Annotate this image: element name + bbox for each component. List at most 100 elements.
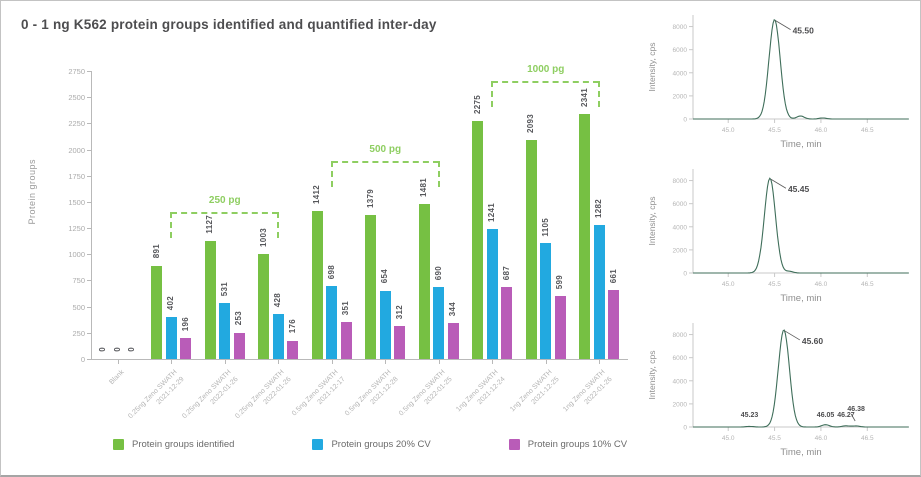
- legend-label: Protein groups 20% CV: [331, 439, 431, 450]
- y-tick: [87, 254, 91, 256]
- y-tick-label: 0: [80, 355, 85, 364]
- x-tick: [385, 360, 387, 364]
- bar-value-label: 0: [98, 347, 108, 352]
- bar-value-label: 1481: [419, 177, 429, 197]
- y-tick: [87, 71, 91, 72]
- x-tick-label: 45.5: [768, 435, 781, 442]
- y-tick-label: 8000: [673, 332, 688, 339]
- bracket-end: [330, 161, 333, 188]
- bar-value-label: 1105: [540, 217, 550, 237]
- x-tick-label: 45.0: [722, 127, 735, 134]
- y-tick-label: 6000: [673, 355, 688, 362]
- y-tick: [87, 306, 91, 308]
- bar-value-label: 698: [326, 264, 336, 279]
- y-tick-label: 250: [72, 328, 85, 338]
- bar: [447, 322, 459, 359]
- y-tick: [87, 201, 91, 203]
- x-tick-label: 46.5: [861, 127, 874, 134]
- minor-peak-label: 46.27: [837, 412, 855, 419]
- x-tick: [117, 360, 119, 364]
- bar: [579, 113, 591, 359]
- bracket-end: [437, 161, 440, 188]
- bracket-line: [492, 81, 600, 84]
- x-tick: [278, 360, 280, 364]
- bracket-label: 1000 pg: [527, 64, 565, 76]
- bar-value-label: 1241: [487, 203, 497, 223]
- y-axis-title: Intensity, cps: [647, 43, 657, 92]
- x-tick-label: 46.0: [815, 281, 828, 288]
- bar: [326, 285, 338, 359]
- minor-peak-label: 46.05: [817, 412, 835, 419]
- bar: [287, 340, 299, 359]
- x-tick-label: 46.0: [815, 127, 828, 134]
- x-tick-label: 45.5: [768, 127, 781, 134]
- x-tick: [599, 360, 601, 364]
- x-tick: [331, 360, 333, 364]
- bar-value-label: 687: [501, 265, 511, 281]
- y-tick-label: 6000: [673, 47, 688, 54]
- bar: [394, 326, 406, 359]
- minor-peak-label: 46.38: [847, 406, 865, 413]
- y-tick-label: 0: [683, 117, 687, 124]
- x-tick-label: 46.0: [815, 435, 828, 442]
- x-tick: [492, 360, 494, 364]
- y-tick-label: 0: [683, 271, 687, 278]
- bar-value-label: 196: [180, 317, 190, 332]
- y-tick: [87, 228, 91, 230]
- bar-value-label: 531: [219, 282, 229, 297]
- x-tick: [545, 360, 547, 364]
- chromatogram-curve: [693, 177, 909, 274]
- chart-title: 0 - 1 ng K562 protein groups identified …: [21, 17, 437, 32]
- bar-value-label: 654: [380, 269, 390, 284]
- legend-swatch-blue: [312, 439, 324, 450]
- bar: [540, 243, 552, 359]
- bar: [486, 229, 498, 359]
- bar-value-label: 176: [287, 319, 297, 334]
- legend-item-20cv: Protein groups 20% CV: [312, 439, 431, 450]
- y-tick: [87, 359, 91, 360]
- legend-label: Protein groups 10% CV: [527, 439, 628, 450]
- minor-leader-line: [850, 413, 856, 422]
- y-tick-label: 2000: [673, 93, 688, 100]
- bar-value-label: 661: [608, 268, 618, 283]
- bar: [340, 322, 352, 359]
- bracket-label: 250 pg: [208, 195, 241, 207]
- y-tick: [87, 332, 91, 334]
- bar: [433, 286, 445, 359]
- bracket-end: [491, 81, 494, 108]
- y-tick-label: 2750: [68, 67, 85, 76]
- bar-value-label: 1127: [205, 215, 215, 234]
- y-tick-label: 2500: [68, 93, 85, 103]
- bar: [311, 211, 323, 359]
- bracket-end: [277, 212, 280, 239]
- x-tick-label: 45.5: [768, 281, 781, 288]
- chromatogram-panel: 0 2000 4000 6000 8000 45.0 45.5 46.0 46.5 Intensi…: [641, 311, 920, 464]
- bar: [233, 332, 245, 359]
- bar: [593, 224, 605, 359]
- bar: [165, 316, 177, 359]
- bar-value-label: 1379: [365, 188, 375, 208]
- legend-label: Protein groups identified: [132, 439, 235, 450]
- bar-value-label: 0: [127, 347, 137, 352]
- y-tick-label: 2000: [673, 247, 688, 254]
- x-tick-label: Blank: [108, 368, 126, 387]
- chromatogram-curve: [693, 18, 909, 120]
- y-tick-label: 4000: [673, 378, 688, 385]
- peak-label: 45.45: [788, 184, 810, 194]
- y-tick-label: 1250: [68, 224, 85, 234]
- x-tick: [224, 360, 226, 364]
- y-tick: [87, 149, 91, 151]
- bar: [365, 214, 377, 359]
- bar: [151, 265, 163, 359]
- bar: [501, 287, 513, 359]
- y-axis-title: Protein groups: [27, 159, 37, 225]
- bar-value-label: 351: [341, 301, 351, 316]
- bracket-label: 500 pg: [369, 144, 402, 156]
- y-axis: [91, 71, 92, 359]
- bar-value-label: 2341: [579, 87, 589, 107]
- x-axis-title: Time, min: [780, 447, 821, 458]
- legend-item-identified: Protein groups identified: [113, 439, 234, 450]
- peak-leader-line: [784, 330, 801, 341]
- minor-peak-label: 45.23: [741, 412, 759, 419]
